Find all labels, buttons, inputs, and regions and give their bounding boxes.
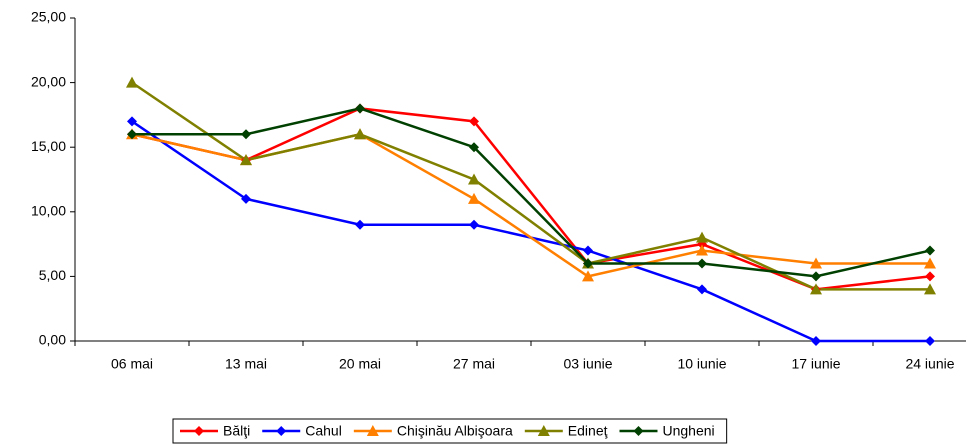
marker <box>355 219 365 230</box>
marker <box>354 128 366 140</box>
marker <box>925 245 935 256</box>
x-tick-label: 27 mai <box>453 356 495 372</box>
marker <box>537 425 550 436</box>
y-tick-label: 5,00 <box>39 267 66 283</box>
marker <box>366 425 379 436</box>
marker <box>241 193 251 204</box>
legend-label: Bălţi <box>223 423 250 439</box>
x-tick-label: 10 iunie <box>677 356 726 372</box>
x-tick-label: 03 iunie <box>563 356 612 372</box>
marker <box>925 271 935 282</box>
marker <box>469 219 479 230</box>
marker <box>127 129 137 140</box>
marker <box>633 426 644 436</box>
marker <box>696 244 708 256</box>
marker <box>697 284 707 295</box>
marker <box>811 271 821 282</box>
marker <box>194 426 204 436</box>
legend-label: Edineţ <box>568 423 608 439</box>
legend-label: Ungheni <box>663 423 715 439</box>
marker <box>355 103 365 114</box>
y-tick-label: 15,00 <box>31 138 66 154</box>
marker <box>468 192 480 204</box>
marker <box>127 116 137 127</box>
marker <box>924 283 936 295</box>
x-tick-label: 24 iunie <box>905 356 954 372</box>
series-line <box>132 107 931 278</box>
marker <box>126 76 138 88</box>
marker <box>469 142 479 153</box>
marker <box>810 257 822 269</box>
legend: Bălţi Cahul Chişinău Albişoara Edineţ Unghen… <box>172 418 728 444</box>
marker <box>925 336 935 346</box>
marker <box>241 129 251 140</box>
series-line <box>131 120 930 343</box>
x-tick-label: 13 mai <box>225 356 267 372</box>
y-tick-label: 25,00 <box>31 9 66 25</box>
legend-label: Chişinău Albişoara <box>397 423 513 439</box>
marker <box>924 257 936 269</box>
x-tick-label: 17 iunie <box>791 356 840 372</box>
y-tick-label: 0,00 <box>39 332 66 348</box>
marker <box>583 258 593 269</box>
y-tick-label: 20,00 <box>31 73 66 89</box>
marker <box>696 231 708 243</box>
marker <box>468 173 480 185</box>
y-tick-label: 10,00 <box>31 203 66 219</box>
marker <box>276 426 287 436</box>
marker <box>469 116 479 127</box>
marker <box>583 245 593 256</box>
series-line <box>131 81 930 291</box>
x-tick-label: 06 mai <box>111 356 153 372</box>
marker <box>240 154 252 166</box>
marker <box>582 270 594 282</box>
marker <box>810 283 822 295</box>
x-tick-label: 20 mai <box>339 356 381 372</box>
marker <box>811 336 821 346</box>
legend-label: Cahul <box>305 423 342 439</box>
marker <box>697 258 707 269</box>
